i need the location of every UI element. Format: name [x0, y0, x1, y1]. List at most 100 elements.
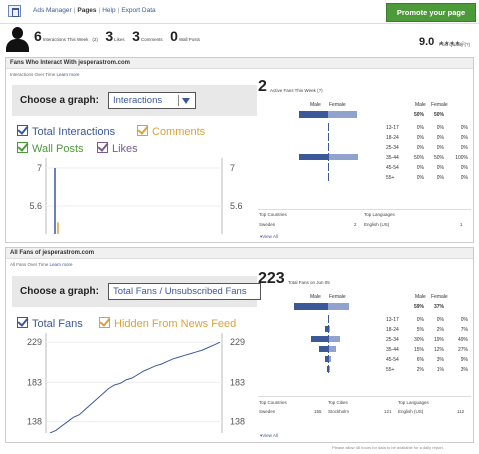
y-tick-label-right: 229 — [230, 337, 245, 347]
legend-total-interactions[interactable]: Total Interactions — [17, 125, 115, 138]
age-label: 35-44 — [386, 155, 399, 161]
male-value: 5% — [416, 327, 424, 333]
age-label: 55+ — [386, 175, 395, 181]
bar-male — [299, 154, 328, 160]
total-value: 0% — [460, 125, 468, 131]
female-value: 12% — [433, 347, 444, 353]
age-label: 35-44 — [386, 347, 399, 353]
female-header: Female — [329, 102, 346, 108]
male-value: 0% — [416, 125, 424, 131]
age-label: 18-24 — [386, 327, 399, 333]
summary-male-value: 59% — [413, 304, 424, 310]
male-header: Male — [415, 294, 426, 300]
nav-export-data[interactable]: Export Data — [121, 7, 156, 14]
graph-dropdown[interactable]: Interactions — [108, 92, 196, 109]
chart-background — [12, 158, 257, 234]
y-tick-label-right: 5.6 — [230, 201, 243, 211]
legend-likes[interactable]: Likes — [97, 142, 138, 155]
view-all-link[interactable]: ▾View All — [260, 433, 278, 438]
demographics-table: Male Female Male Female 59% 37% 13-17 0% 0% 0% 18-… — [258, 294, 475, 399]
legend-hidden-from-news-feed[interactable]: Hidden From News Feed — [99, 317, 236, 330]
bar-female — [329, 356, 331, 362]
y-tick-label-left: 183 — [27, 377, 42, 387]
post-quality: 9.0 ★★★★☆ Post Quality (?) — [419, 32, 470, 50]
legend-total-fans[interactable]: Total Fans — [17, 317, 83, 330]
total-fans-chart: 138 138 183 183 229 229 — [27, 333, 245, 433]
total-value: 7% — [460, 327, 468, 333]
female-value: 1% — [436, 367, 444, 373]
male-value: 6% — [416, 357, 424, 363]
male-value: 0% — [416, 135, 424, 141]
center-axis — [328, 133, 329, 141]
nav-help[interactable]: Help — [102, 7, 116, 14]
female-value: 0% — [436, 317, 444, 323]
male-value: 0% — [416, 175, 424, 181]
chevron-down-icon — [178, 95, 192, 106]
center-axis — [328, 335, 329, 343]
summary-stats: 6Interactions This Week (2) 3Likes 3Comme… — [34, 28, 203, 46]
female-value: 0% — [436, 175, 444, 181]
top-locations-table: Top Countries Top Languages Sweden 2 Eng… — [258, 209, 471, 231]
checkbox-icon[interactable] — [137, 125, 148, 136]
bar-male — [319, 346, 328, 352]
avatar[interactable] — [5, 26, 29, 52]
graph-dropdown[interactable]: Total Fans / Unsubscribed Fans — [108, 283, 261, 300]
female-value: 0% — [436, 165, 444, 171]
learn-more-link[interactable]: Learn more — [56, 72, 80, 77]
male-header: Male — [415, 102, 426, 108]
nav-ads-manager[interactable]: Ads Manager — [33, 7, 72, 14]
likes-value: 3 — [105, 28, 114, 44]
choose-graph-label: Choose a graph: — [20, 286, 99, 297]
total-value: 0% — [460, 145, 468, 151]
age-label: 13-17 — [386, 317, 399, 323]
summary-bar-male — [293, 303, 328, 310]
interactions-label: Interactions This Week — [42, 37, 89, 42]
total-value: 3% — [460, 367, 468, 373]
center-axis — [328, 153, 329, 161]
bar-male — [310, 336, 328, 342]
facebook-icon[interactable] — [8, 5, 21, 17]
bar-female — [329, 326, 331, 332]
legend-comments[interactable]: Comments — [137, 125, 205, 138]
center-axis — [328, 355, 329, 363]
checkbox-icon[interactable] — [97, 142, 108, 153]
male-value: 0% — [416, 317, 424, 323]
male-value: 2% — [416, 367, 424, 373]
total-value: 9% — [460, 357, 468, 363]
summary-bar-female — [328, 111, 357, 118]
center-axis — [328, 345, 329, 353]
total-fans-number: 223 — [258, 270, 285, 287]
likes-label: Likes — [114, 37, 125, 42]
panel-title: All Fans of jesperastrom.com — [6, 248, 473, 259]
legend-wall-posts[interactable]: Wall Posts — [17, 142, 84, 155]
bar-male — [324, 356, 328, 362]
total-value: 0% — [460, 165, 468, 171]
nav-pages[interactable]: Pages — [77, 7, 97, 14]
male-value: 15% — [413, 347, 424, 353]
quality-label[interactable]: Post Quality (?) — [439, 42, 471, 47]
checkbox-icon[interactable] — [17, 317, 28, 328]
view-all-link[interactable]: ▾View All — [260, 234, 278, 239]
top-bar: Ads Manager | Pages | Help | Export Data Promo… — [0, 0, 479, 24]
checkbox-icon[interactable] — [17, 125, 28, 136]
bar-male — [326, 366, 328, 372]
bar-female — [329, 366, 330, 372]
total-value: 0% — [460, 175, 468, 181]
interactions-change: (2) — [92, 37, 98, 42]
age-label: 25-34 — [386, 337, 399, 343]
comments-value: 3 — [132, 28, 140, 44]
summary-female-value: 37% — [433, 304, 444, 310]
female-value: 0% — [436, 135, 444, 141]
female-value: 2% — [436, 327, 444, 333]
promote-page-button[interactable]: Promote your page — [386, 3, 476, 22]
male-value: 50% — [413, 155, 424, 161]
y-tick-label-left: 5.6 — [29, 201, 42, 211]
interactions-value: 6 — [34, 28, 42, 44]
learn-more-link[interactable]: Learn more — [49, 262, 73, 267]
series-line-total-fans — [49, 341, 221, 433]
checkbox-icon[interactable] — [99, 317, 110, 328]
total-value: 0% — [460, 135, 468, 141]
age-label: 55+ — [386, 367, 395, 373]
graph-selector: Choose a graph: Total Fans / Unsubscribe… — [12, 276, 261, 307]
checkbox-icon[interactable] — [17, 142, 28, 153]
